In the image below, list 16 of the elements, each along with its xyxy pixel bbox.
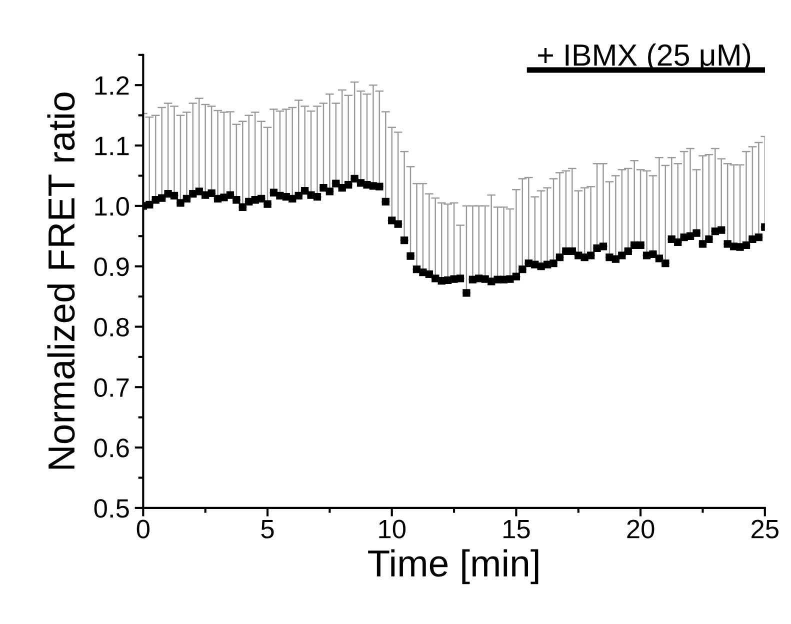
y-tick-label: 0.5 [94, 499, 129, 518]
x-tick-label: 5 [261, 520, 274, 538]
x-axis-title: Time [min] [368, 549, 538, 584]
y-tick-label: 1.2 [95, 76, 129, 95]
y-tick-label: 0.9 [94, 257, 129, 276]
y-axis-title: Normalized FRET ratio [47, 92, 75, 469]
x-tick-label: 0 [136, 520, 150, 538]
y-tick-label: 1.0 [95, 197, 129, 216]
y-tick-label: 0.6 [94, 438, 129, 458]
x-tick-label: 10 [379, 520, 406, 538]
y-tick-label: 0.8 [94, 318, 129, 337]
x-tick-label: 15 [504, 520, 530, 538]
x-tick-label: 20 [627, 520, 654, 538]
x-tick-label: 25 [752, 520, 778, 538]
y-tick-label: 0.7 [94, 378, 129, 397]
y-tick-label: 1.1 [95, 136, 129, 156]
